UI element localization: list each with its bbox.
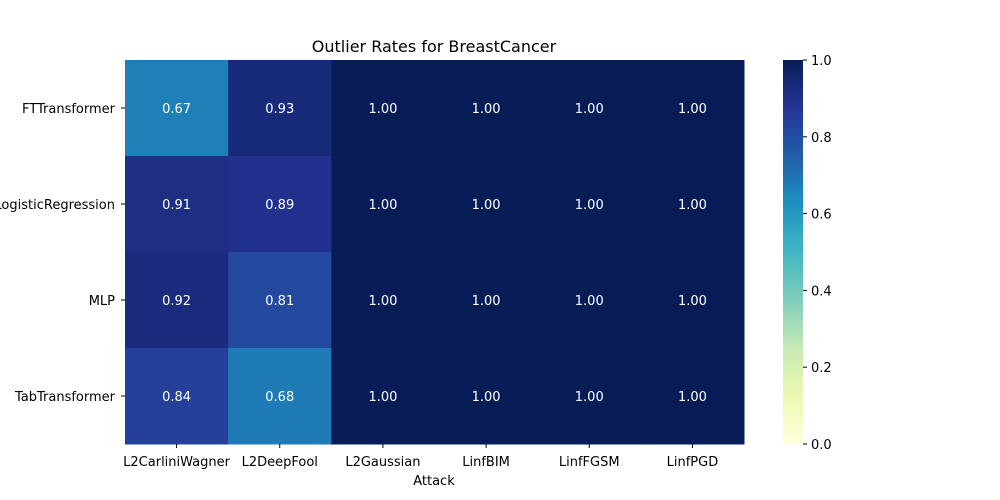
heatmap-cells: 0.67 0.93 1.00 1.00 1.00 1.00 0.91 0.89 1.00 1.00… <box>125 60 745 445</box>
x-tick-label: L2CarliniWagner <box>123 455 230 470</box>
heatmap-cell <box>331 252 435 349</box>
heatmap-cell <box>640 60 745 157</box>
heatmap-cell <box>640 252 745 349</box>
colorbar-tick-label: 1.0 <box>811 54 832 69</box>
x-tick-label: LinfPGD <box>667 455 719 470</box>
heatmap-cell <box>125 156 229 253</box>
cell-value-label: 1.00 <box>678 390 707 405</box>
heatmap-cell <box>640 156 745 253</box>
heatmap-cell <box>125 348 229 445</box>
chart-title: Outlier Rates for BreastCancer <box>312 37 557 56</box>
cell-value-label: 1.00 <box>575 198 604 213</box>
cell-value-label: 0.81 <box>265 294 294 309</box>
heatmap-cell <box>537 348 642 445</box>
cell-value-label: 0.68 <box>265 390 294 405</box>
cell-value-label: 1.00 <box>678 294 707 309</box>
heatmap-cell <box>434 348 539 445</box>
x-tick-label: L2DeepFool <box>242 455 318 470</box>
cell-value-label: 1.00 <box>472 294 501 309</box>
cell-value-label: 1.00 <box>575 390 604 405</box>
colorbar-tick-label: 0.6 <box>811 208 832 223</box>
heatmap-cell <box>537 252 642 349</box>
cell-value-label: 0.92 <box>162 294 191 309</box>
heatmap-cell <box>228 60 332 157</box>
heatmap-cell <box>331 60 435 157</box>
heatmap-cell <box>434 156 539 253</box>
heatmap-cell <box>537 156 642 253</box>
x-axis-ticks: L2CarliniWagner L2DeepFool L2Gaussian LinfB… <box>123 444 718 470</box>
heatmap-cell <box>434 60 539 157</box>
y-axis-ticks: FTTransformer LogisticRegression MLP TabTra… <box>0 102 125 405</box>
colorbar: 0.0 0.2 0.4 0.6 0.8 1.0 <box>783 54 832 453</box>
y-tick-label: MLP <box>89 294 115 309</box>
y-tick-label: TabTransformer <box>14 390 116 405</box>
cell-value-label: 1.00 <box>368 102 397 117</box>
cell-value-label: 1.00 <box>575 294 604 309</box>
colorbar-tick-label: 0.2 <box>811 361 832 376</box>
cell-value-label: 0.67 <box>162 102 191 117</box>
cell-value-label: 0.89 <box>265 198 294 213</box>
heatmap-cell <box>331 348 435 445</box>
cell-value-label: 0.93 <box>265 102 294 117</box>
heatmap-cell <box>331 156 435 253</box>
cell-value-label: 1.00 <box>472 102 501 117</box>
heatmap-cell <box>125 252 229 349</box>
heatmap-cell <box>228 348 332 445</box>
cell-value-label: 1.00 <box>472 390 501 405</box>
y-tick-label: LogisticRegression <box>0 198 115 213</box>
heatmap-cell <box>228 252 332 349</box>
cell-value-label: 1.00 <box>678 102 707 117</box>
heatmap-cell <box>640 348 745 445</box>
cell-value-label: 1.00 <box>368 198 397 213</box>
heatmap-cell <box>537 60 642 157</box>
heatmap-cell <box>125 60 229 157</box>
heatmap-cell <box>434 252 539 349</box>
colorbar-gradient <box>783 60 803 444</box>
cell-value-label: 0.91 <box>162 198 191 213</box>
cell-value-label: 1.00 <box>368 294 397 309</box>
heatmap-cell <box>228 156 332 253</box>
colorbar-tick-label: 0.4 <box>811 284 832 299</box>
x-axis-label: Attack <box>413 474 455 489</box>
x-tick-label: LinfFGSM <box>559 455 620 470</box>
colorbar-tick-label: 0.0 <box>811 438 832 453</box>
x-tick-label: L2Gaussian <box>345 455 420 470</box>
cell-value-label: 1.00 <box>678 198 707 213</box>
cell-value-label: 1.00 <box>575 102 604 117</box>
cell-value-label: 0.84 <box>162 390 191 405</box>
y-tick-label: FTTransformer <box>22 102 116 117</box>
cell-value-label: 1.00 <box>368 390 397 405</box>
cell-value-label: 1.00 <box>472 198 501 213</box>
colorbar-tick-label: 0.8 <box>811 131 832 146</box>
x-tick-label: LinfBIM <box>462 455 510 470</box>
